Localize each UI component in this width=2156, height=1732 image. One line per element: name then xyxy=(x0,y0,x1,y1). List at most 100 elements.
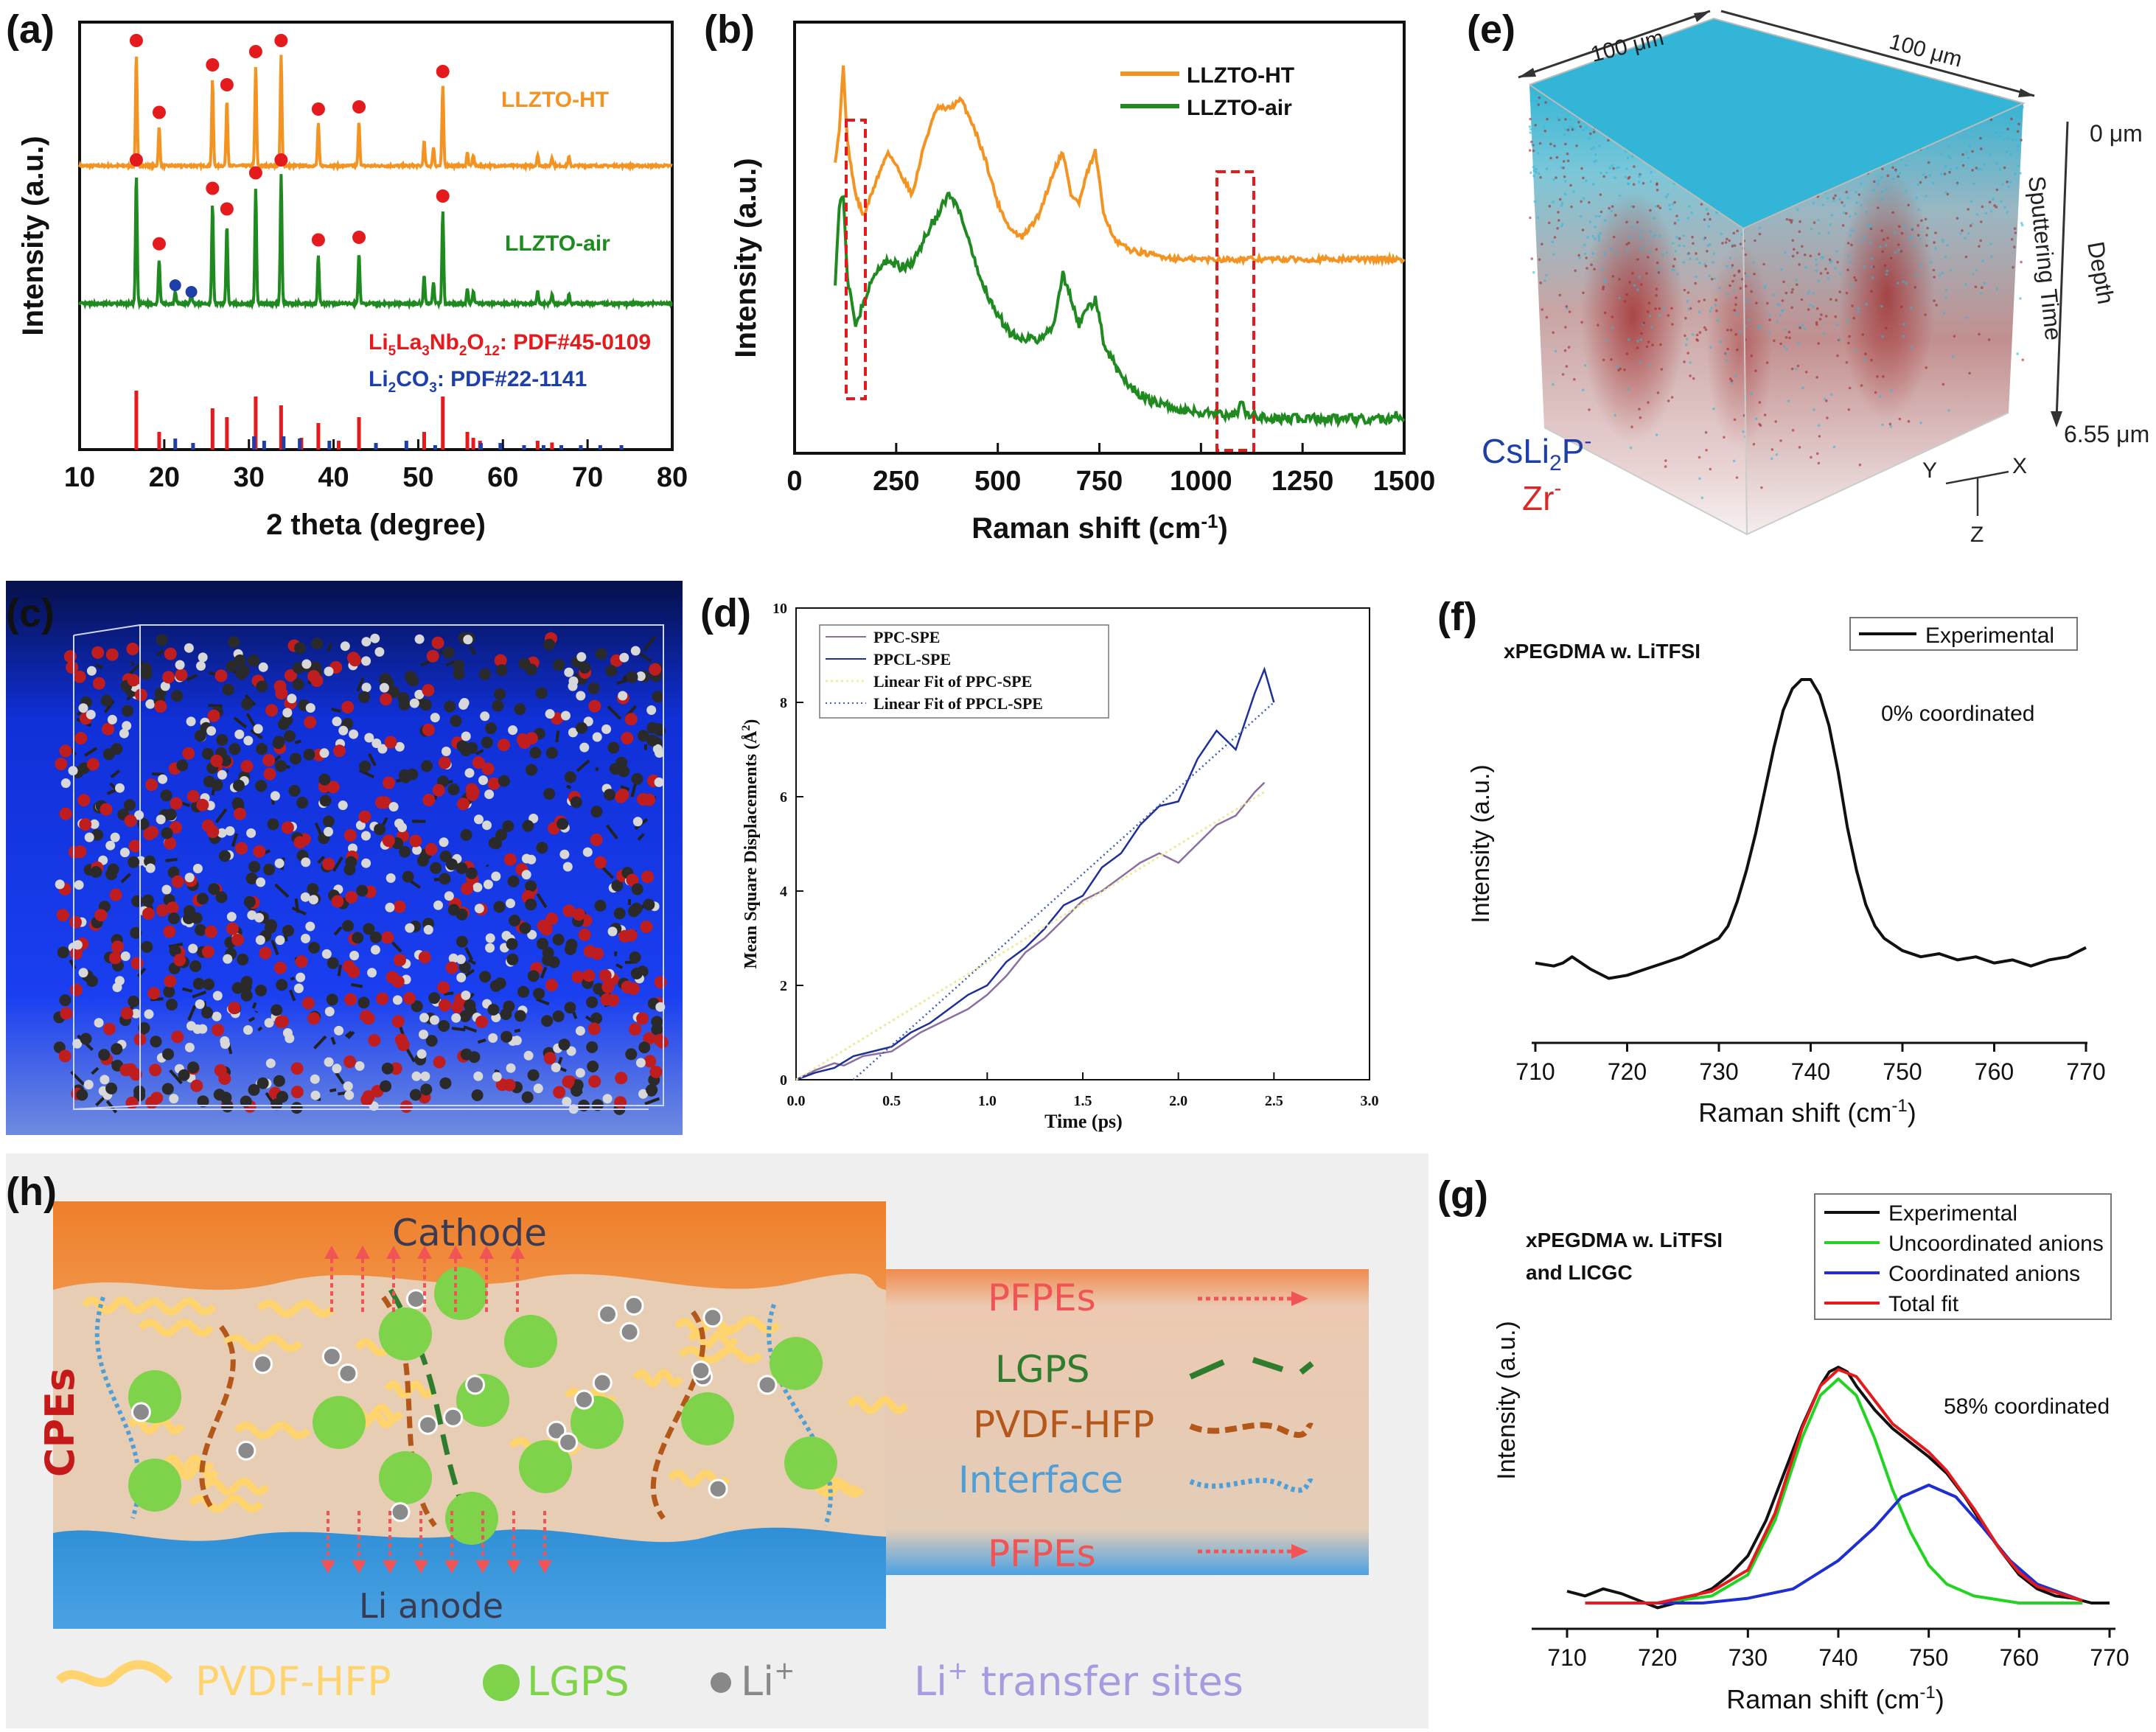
md-atom xyxy=(138,1022,150,1034)
sims-point xyxy=(1773,339,1776,343)
zr-cluster-center xyxy=(1706,243,1773,450)
md-atom xyxy=(223,954,233,964)
sims-point xyxy=(1812,201,1815,205)
md-atom xyxy=(171,875,184,888)
sims-point xyxy=(1531,143,1534,146)
sims-point xyxy=(1625,220,1628,224)
md-bond xyxy=(274,883,290,898)
sims-point xyxy=(1543,125,1546,128)
md-atom xyxy=(169,945,181,957)
sims-point xyxy=(1822,332,1826,335)
peak-marker xyxy=(206,58,220,71)
sims-point xyxy=(1972,182,1975,186)
panel-a-series xyxy=(78,55,673,311)
lgps-particle xyxy=(379,1307,432,1361)
arrowhead xyxy=(510,1246,525,1259)
sims-point xyxy=(1638,175,1641,178)
sims-point xyxy=(1534,124,1537,127)
md-atom xyxy=(506,1063,516,1073)
md-atom xyxy=(186,790,200,803)
sims-point xyxy=(1541,308,1544,311)
md-atom xyxy=(243,736,254,746)
md-atom xyxy=(184,1042,195,1052)
sims-point xyxy=(1817,342,1820,345)
md-atom xyxy=(601,724,612,734)
md-atom xyxy=(94,1018,104,1028)
sims-point xyxy=(1673,200,1676,204)
sims-point xyxy=(1865,210,1868,214)
md-atom xyxy=(425,1035,438,1047)
md-atom xyxy=(168,912,180,924)
md-atom xyxy=(233,779,245,792)
md-bond xyxy=(638,651,652,663)
sims-point xyxy=(1782,345,1786,349)
sims-point xyxy=(1981,205,1984,209)
md-atom xyxy=(57,946,69,959)
sims-point xyxy=(1636,220,1639,224)
md-atom xyxy=(130,1008,141,1019)
series-line xyxy=(78,174,673,311)
cpe-network xyxy=(81,1246,909,1574)
md-atom xyxy=(163,985,175,998)
md-atom xyxy=(498,775,510,787)
sims-point xyxy=(1532,175,1535,178)
sims-point xyxy=(1704,328,1708,332)
md-atom xyxy=(86,666,97,676)
sims-point xyxy=(1688,205,1691,208)
peak-marker xyxy=(220,78,234,91)
md-bond xyxy=(566,784,572,789)
sims-point xyxy=(1601,268,1605,272)
md-atom xyxy=(234,729,245,739)
sims-point xyxy=(1869,227,1873,231)
sims-point xyxy=(1564,180,1567,183)
md-atom xyxy=(272,737,285,750)
sims-point xyxy=(1754,369,1757,372)
sims-point xyxy=(1815,323,1818,327)
md-atom xyxy=(599,969,612,982)
md-bond xyxy=(572,1011,578,1019)
md-atom xyxy=(433,900,443,910)
sims-point xyxy=(1618,194,1622,198)
sims-point xyxy=(1791,288,1794,291)
sims-point xyxy=(1588,136,1591,140)
sims-point xyxy=(1933,276,1936,279)
x-tick-label: 1500 xyxy=(1373,466,1436,497)
md-atom xyxy=(301,996,315,1010)
md-atom xyxy=(646,734,659,747)
pvdf-pathway xyxy=(199,1324,236,1513)
md-atom xyxy=(59,807,72,820)
md-atom xyxy=(285,1033,295,1044)
sims-point xyxy=(1775,453,1779,456)
md-atom xyxy=(324,1057,334,1067)
sims-point xyxy=(1747,300,1750,304)
li-ion xyxy=(598,1304,618,1324)
sims-point xyxy=(1580,321,1583,324)
series-line xyxy=(1585,1368,2083,1604)
md-bond xyxy=(95,663,103,669)
sims-point xyxy=(1726,293,1729,296)
sims-point xyxy=(1582,128,1585,131)
sims-point xyxy=(1894,170,1898,173)
sims-point xyxy=(1733,309,1737,312)
md-atom xyxy=(552,933,565,946)
md-atom xyxy=(120,951,130,961)
zr-cluster-left xyxy=(1581,192,1684,442)
sims-point xyxy=(1784,251,1787,254)
md-atom xyxy=(478,775,488,786)
md-atom xyxy=(430,862,442,874)
md-atom xyxy=(92,677,105,690)
md-atom xyxy=(274,858,285,868)
sims-point xyxy=(1695,333,1699,337)
md-atom xyxy=(173,954,186,967)
lgps-particle xyxy=(445,1492,498,1545)
md-atom xyxy=(635,671,646,681)
sims-point xyxy=(1649,180,1653,184)
md-atom xyxy=(74,732,88,745)
md-atom xyxy=(656,1036,669,1049)
md-atom xyxy=(526,854,537,865)
md-atom xyxy=(228,743,241,755)
sims-point xyxy=(1870,290,1873,293)
sims-point xyxy=(1835,298,1838,302)
md-atom xyxy=(167,866,180,879)
sims-point xyxy=(1890,388,1893,392)
